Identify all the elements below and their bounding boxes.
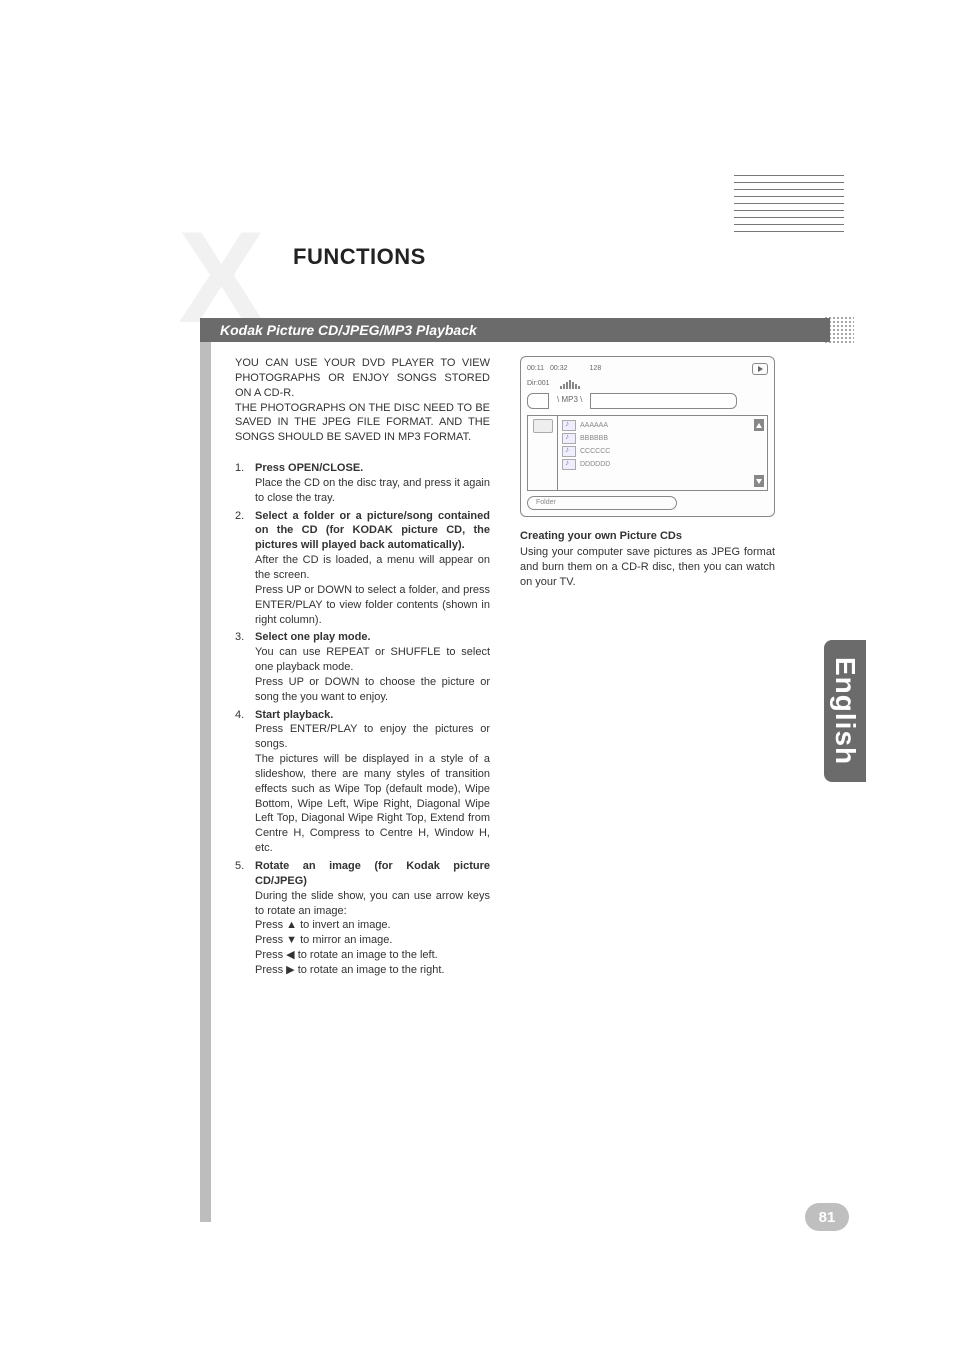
scroll-down-icon	[754, 475, 764, 487]
step-item: 5.Rotate an image (for Kodak picture CD/…	[235, 859, 490, 978]
player-file-row: AAAAAA	[562, 420, 763, 431]
page-title: FUNCTIONS	[293, 244, 426, 270]
player-dir: Dir:001	[527, 379, 550, 388]
step-text: Press ENTER/PLAY to enjoy the pictures o…	[255, 723, 490, 854]
player-file-name: DDDDDD	[580, 460, 610, 469]
left-column: YOU CAN USE YOUR DVD PLAYER TO VIEW PHOT…	[235, 356, 490, 981]
steps-list: 1.Press OPEN/CLOSE. Place the CD on the d…	[235, 461, 490, 978]
player-file-name: BBBBBB	[580, 434, 608, 443]
player-file-name: AAAAAA	[580, 421, 608, 430]
right-column: 00:11 00:32 128 Dir:001 \ MP3 \ AAAAAA BB…	[520, 356, 775, 981]
decorative-lines	[734, 175, 844, 232]
player-bitrate: 128	[590, 364, 602, 373]
left-accent-bar	[200, 342, 211, 1222]
language-label: English	[829, 657, 861, 765]
step-body: Select a folder or a picture/song contai…	[255, 509, 490, 628]
step-item: 2.Select a folder or a picture/song cont…	[235, 509, 490, 628]
play-icon	[752, 363, 768, 375]
player-diagram: 00:11 00:32 128 Dir:001 \ MP3 \ AAAAAA BB…	[520, 356, 775, 517]
section-title-bar: Kodak Picture CD/JPEG/MP3 Playback	[200, 318, 830, 342]
step-title: Select a folder or a picture/song contai…	[255, 510, 490, 552]
player-tab-bar: \ MP3 \	[527, 393, 737, 409]
music-note-icon	[562, 420, 576, 431]
player-file-row: CCCCCC	[562, 446, 763, 457]
step-body: Press OPEN/CLOSE. Place the CD on the dis…	[255, 461, 490, 506]
step-text: After the CD is loaded, a menu will appe…	[255, 554, 490, 625]
language-side-tab: English	[824, 640, 866, 782]
player-file-name: CCCCCC	[580, 447, 610, 456]
step-title: Start playback.	[255, 709, 333, 721]
step-body: Rotate an image (for Kodak picture CD/JP…	[255, 859, 490, 978]
page-number-pill: 81	[805, 1203, 849, 1231]
step-item: 4.Start playback. Press ENTER/PLAY to enj…	[235, 708, 490, 856]
step-text: You can use REPEAT or SHUFFLE to select …	[255, 646, 490, 703]
step-title: Select one play mode.	[255, 631, 371, 643]
music-note-icon	[562, 433, 576, 444]
step-number: 3.	[235, 630, 255, 704]
page-number: 81	[819, 1209, 836, 1226]
section-title: Kodak Picture CD/JPEG/MP3 Playback	[220, 322, 477, 338]
player-folder-button: Folder	[527, 496, 677, 510]
music-note-icon	[562, 446, 576, 457]
player-scrollbar	[754, 419, 764, 487]
step-text: During the slide show, you can use arrow…	[255, 890, 490, 976]
step-item: 3.Select one play mode. You can use REPEA…	[235, 630, 490, 704]
create-body: Using your computer save pictures as JPE…	[520, 545, 775, 590]
step-body: Start playback. Press ENTER/PLAY to enjoy…	[255, 708, 490, 856]
step-number: 5.	[235, 859, 255, 978]
step-number: 4.	[235, 708, 255, 856]
step-number: 1.	[235, 461, 255, 506]
vu-meter-icon	[560, 379, 580, 389]
player-file-row: BBBBBB	[562, 433, 763, 444]
step-body: Select one play mode. You can use REPEAT …	[255, 630, 490, 704]
content-columns: YOU CAN USE YOUR DVD PLAYER TO VIEW PHOT…	[235, 356, 775, 981]
folder-icon	[533, 419, 553, 433]
step-number: 2.	[235, 509, 255, 628]
scroll-up-icon	[754, 419, 764, 431]
player-folder-column	[527, 415, 557, 491]
intro-text: YOU CAN USE YOUR DVD PLAYER TO VIEW PHOT…	[235, 356, 490, 445]
player-time1: 00:11	[527, 364, 544, 373]
player-time2: 00:32	[550, 364, 568, 373]
music-note-icon	[562, 459, 576, 470]
step-title: Rotate an image (for Kodak picture CD/JP…	[255, 860, 490, 887]
player-tab-label: \ MP3 \	[548, 393, 591, 409]
step-item: 1.Press OPEN/CLOSE. Place the CD on the d…	[235, 461, 490, 506]
step-title: Press OPEN/CLOSE.	[255, 462, 363, 474]
player-file-list: AAAAAA BBBBBB CCCCCC DDDDDD	[557, 415, 768, 491]
create-title: Creating your own Picture CDs	[520, 529, 775, 544]
step-text: Place the CD on the disc tray, and press…	[255, 477, 490, 504]
player-file-row: DDDDDD	[562, 459, 763, 470]
